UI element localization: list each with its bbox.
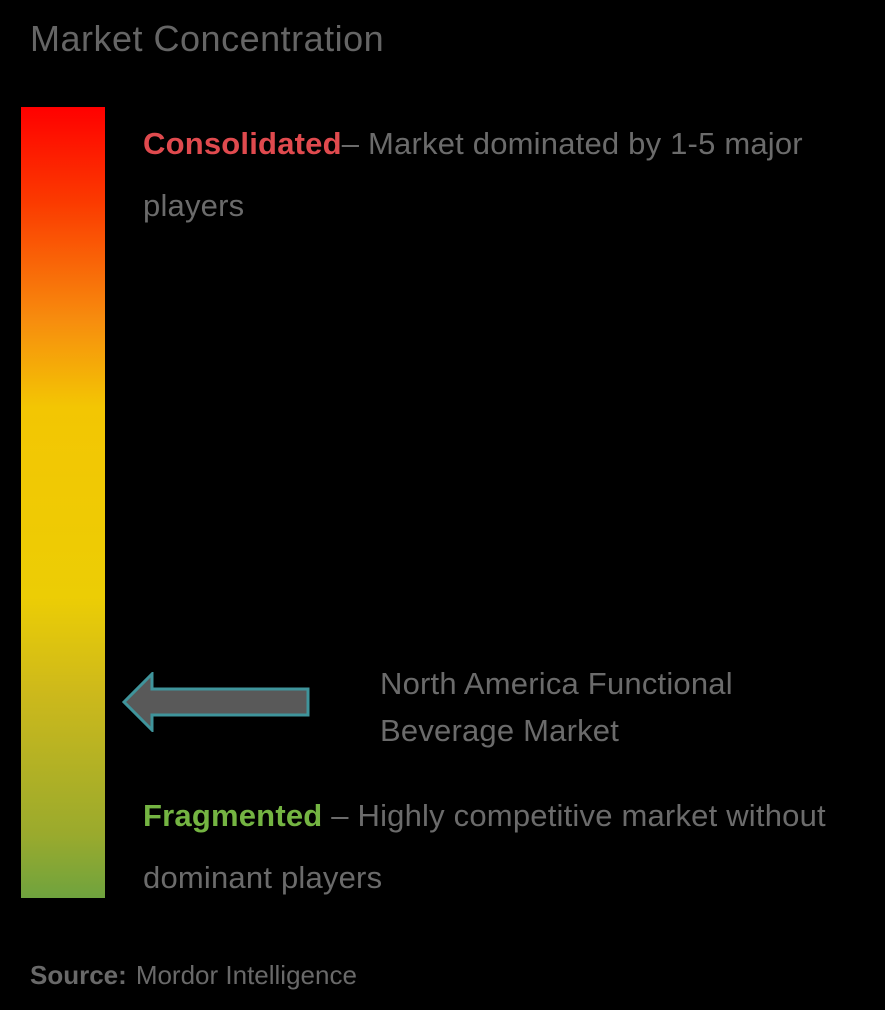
fragmented-description: Fragmented – Highly competitive market w… xyxy=(143,785,885,909)
fragmented-separator: – xyxy=(322,798,358,833)
page-title: Market Concentration xyxy=(30,18,385,59)
source-label: Source: xyxy=(30,960,127,990)
consolidated-desc-line1: Market dominated by 1-5 major xyxy=(368,126,803,161)
consolidated-label: Consolidated xyxy=(143,126,342,161)
consolidated-separator: – xyxy=(341,126,369,161)
market-name-label: North America Functional Beverage Market xyxy=(380,660,733,754)
left-arrow-icon xyxy=(122,672,310,732)
consolidated-description: Consolidated– Market dominated by 1-5 ma… xyxy=(143,113,883,237)
concentration-gradient-bar xyxy=(21,107,105,898)
left-arrow-shape xyxy=(122,672,310,732)
fragmented-desc-line2: dominant players xyxy=(143,860,383,895)
market-name-line1: North America Functional xyxy=(380,666,733,701)
source-text: Mordor Intelligence xyxy=(135,960,357,990)
market-name-line2: Beverage Market xyxy=(380,713,620,748)
source-attribution: Source: Mordor Intelligence xyxy=(30,958,357,992)
fragmented-label: Fragmented xyxy=(143,798,323,833)
consolidated-desc-line2: players xyxy=(143,188,245,223)
fragmented-desc-line1: Highly competitive market without xyxy=(357,798,826,833)
